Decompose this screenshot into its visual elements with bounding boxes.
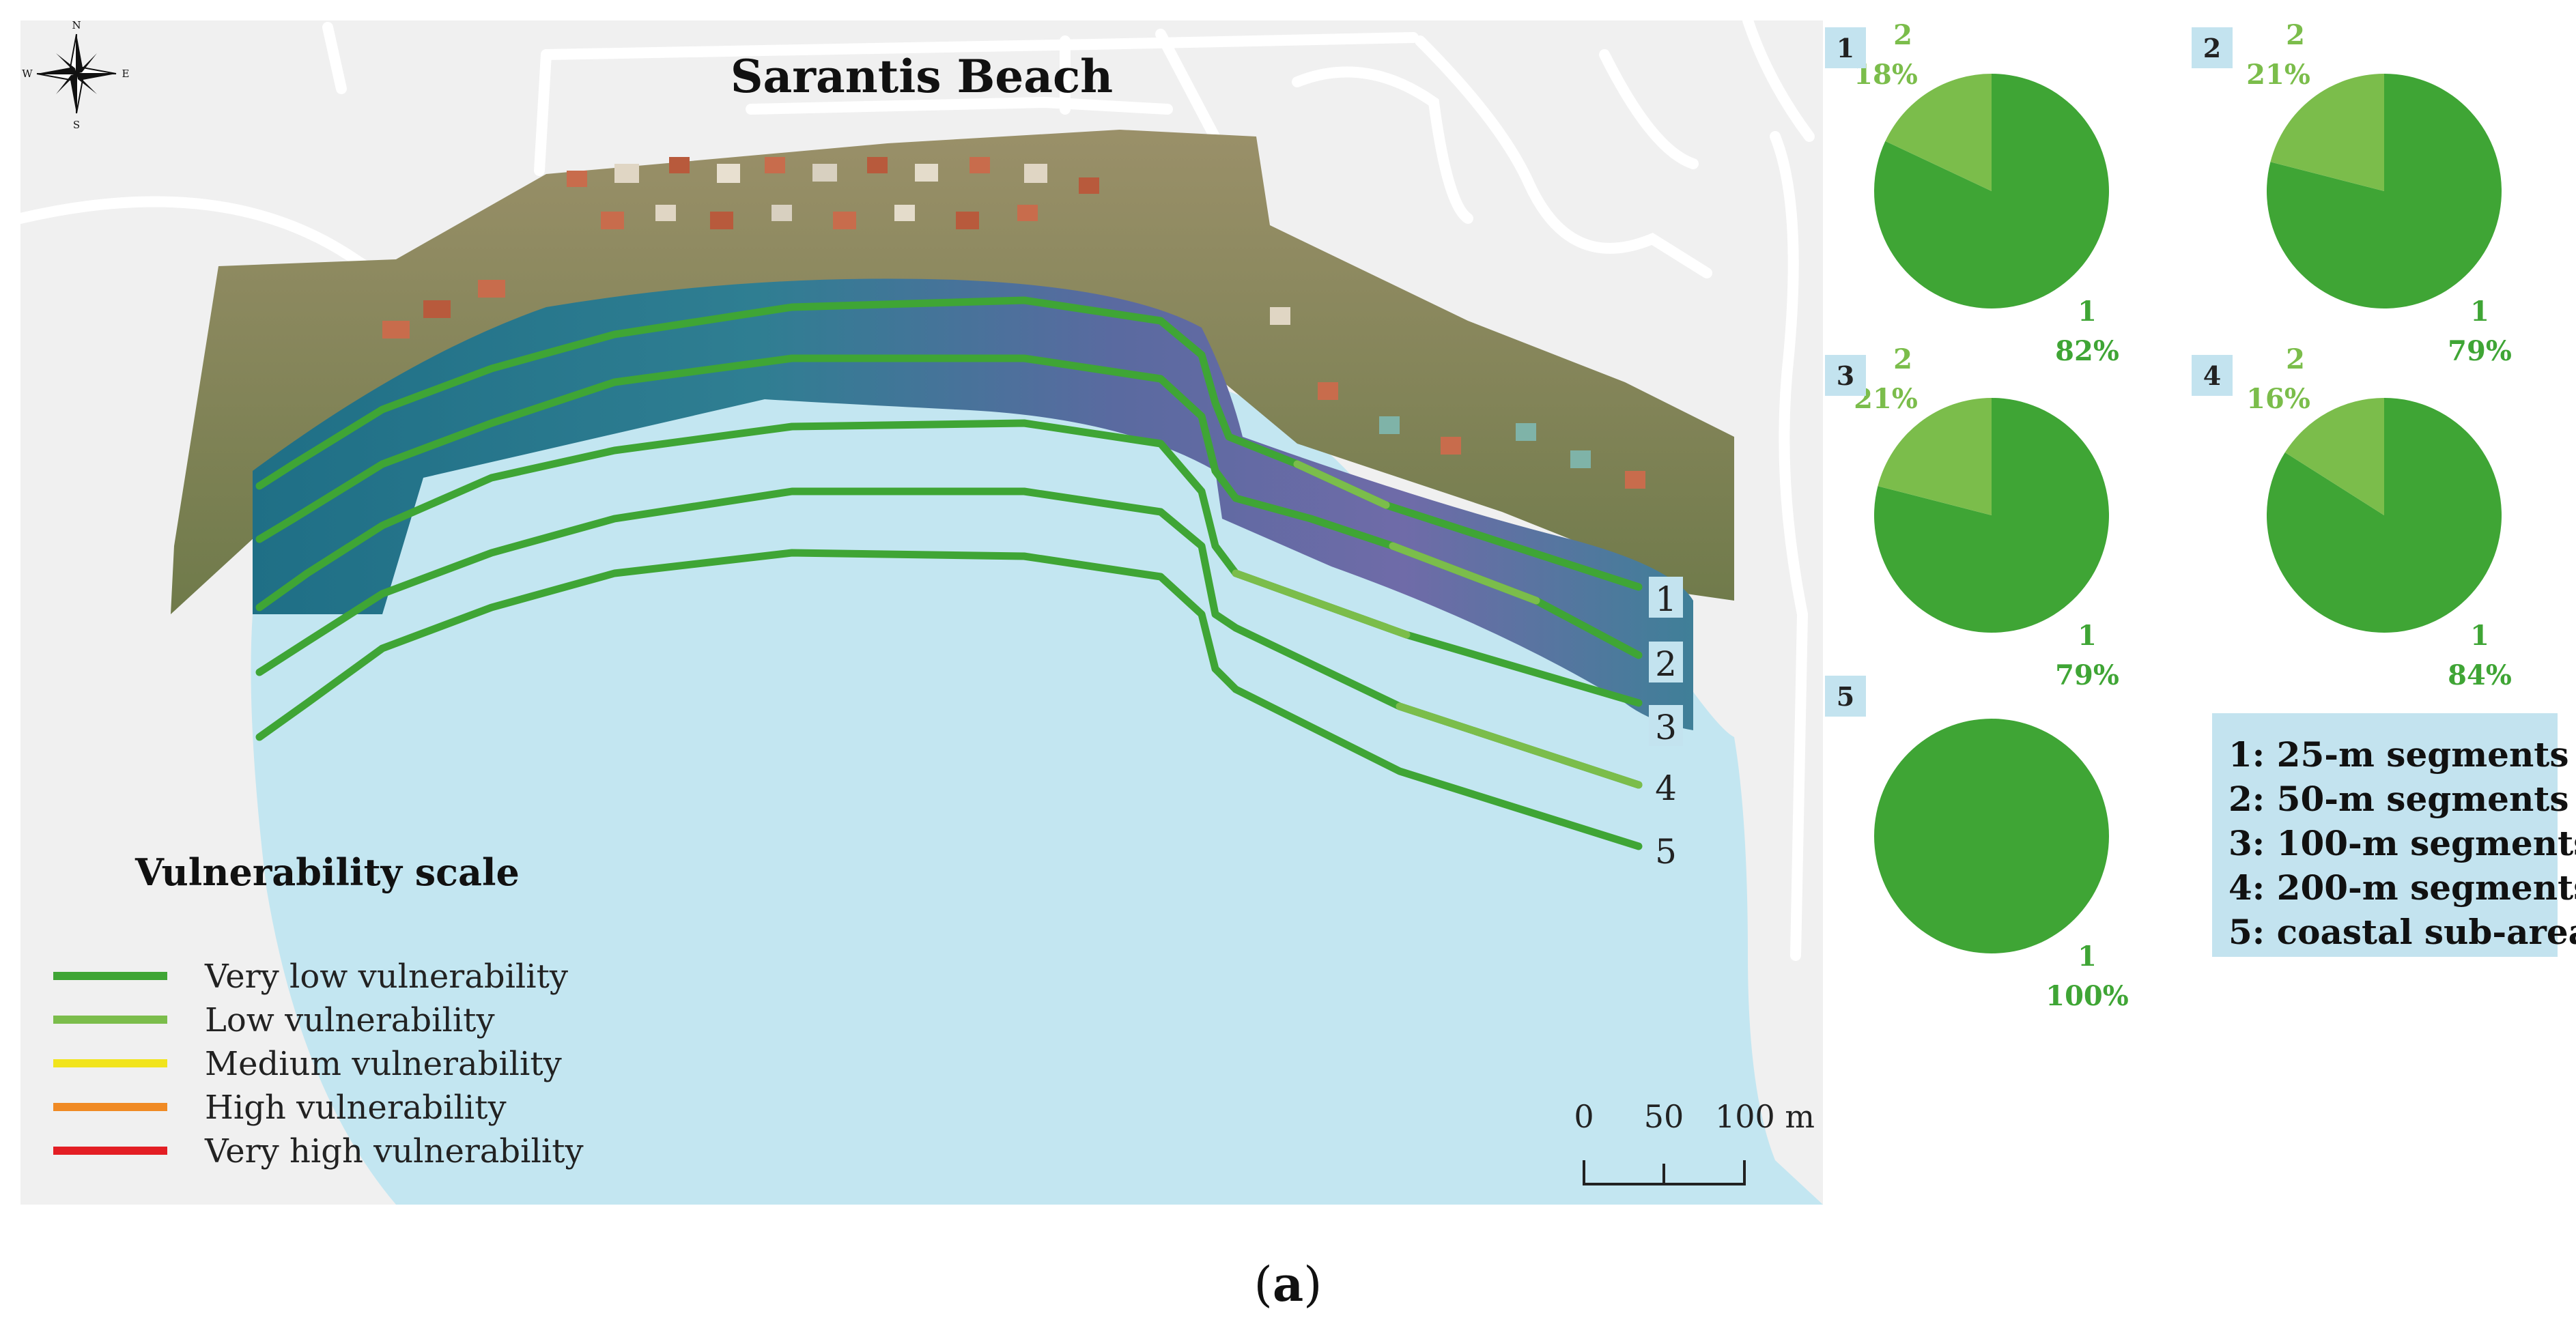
- scale-bar: 0 50 100 m: [1574, 1098, 1815, 1185]
- pie-4-value-label-1: 84%: [2448, 659, 2512, 691]
- scale-tick-2: 100 m: [1715, 1098, 1815, 1135]
- segments-legend: 1: 25-m segments 2: 50-m segments 3: 100…: [2212, 713, 2576, 957]
- pie-1-class-label-2: 2: [1893, 19, 1912, 51]
- pie-5-value-label-1: 100%: [2046, 980, 2129, 1012]
- compass-s: S: [73, 119, 80, 131]
- pie-4-id-box: 4: [2192, 355, 2233, 396]
- segments-legend-item-4: 4: 200-m segments: [2228, 867, 2576, 908]
- segments-legend-item-2: 2: 50-m segments: [2228, 779, 2569, 819]
- pie-3-id: 3: [1836, 360, 1855, 391]
- transect-5: [255, 549, 1643, 850]
- pie-5-id-box: 5: [1825, 676, 1866, 717]
- pie-1-slice-2: [1885, 74, 1992, 191]
- transect-label-5: 5: [1655, 832, 1677, 872]
- transect-label-1: 1: [1655, 579, 1677, 619]
- pie-4-id: 4: [2203, 360, 2222, 391]
- transect-lines: [255, 296, 1643, 850]
- nearshore-water: [253, 278, 1693, 730]
- segments-legend-item-1: 1: 25-m segments: [2228, 734, 2569, 775]
- pie-2-value-label-1: 79%: [2448, 335, 2512, 367]
- transect-1: [255, 296, 1643, 591]
- pie-3-id-box: 3: [1825, 355, 1866, 396]
- pie-2-class-label-2: 2: [2286, 19, 2305, 51]
- legend-label-3: High vulnerability: [205, 1089, 507, 1127]
- pie-2-value-label-2: 21%: [2246, 59, 2310, 91]
- pie-2-id: 2: [2203, 32, 2222, 63]
- map-title: Sarantis Beach: [731, 50, 1113, 103]
- pie-1-class-label-1: 1: [2078, 296, 2097, 328]
- orthophoto-land: [171, 130, 1734, 614]
- legend-label-0: Very low vulnerability: [204, 958, 568, 996]
- pie-chart-2: 1 79% 2 21%: [2246, 19, 2512, 367]
- scale-tick-1: 50: [1644, 1098, 1684, 1135]
- pie-2-class-label-1: 1: [2470, 296, 2489, 328]
- pie-4-slice-2: [2284, 398, 2384, 515]
- pie-3-value-label-1: 79%: [2055, 659, 2119, 691]
- pie-2-id-box: 2: [2192, 27, 2233, 68]
- map-canvas: 1 2 3 4 5 Sarantis Beach N S E W: [20, 19, 1823, 1205]
- pie-3-slice-2: [1878, 398, 1992, 515]
- pie-1-id: 1: [1836, 32, 1855, 63]
- pie-5-slice-1: [1874, 719, 2109, 953]
- transect-1-tail: [1293, 460, 1390, 509]
- segments-legend-item-3: 3: 100-m segments: [2228, 823, 2576, 863]
- legend-title: Vulnerability scale: [135, 850, 520, 894]
- legend-label-2: Medium vulnerability: [205, 1045, 562, 1083]
- scale-tick-0: 0: [1574, 1098, 1594, 1135]
- map-panel: 1 2 3 4 5 Sarantis Beach N S E W: [20, 19, 1823, 1205]
- segments-legend-item-5: 5: coastal sub-areas: [2228, 912, 2576, 952]
- legend-label-1: Low vulnerability: [205, 1001, 495, 1039]
- pie-5-class-label-1: 1: [2078, 940, 2097, 973]
- figure-caption: (a): [1254, 1256, 1322, 1312]
- transect-label-2: 2: [1655, 644, 1677, 684]
- pie-1-value-label-1: 82%: [2055, 335, 2119, 367]
- transect-2-tail: [1389, 542, 1540, 605]
- pie-3-class-label-2: 2: [1893, 343, 1912, 375]
- pie-1-id-box: 1: [1825, 27, 1866, 68]
- transect-4: [255, 487, 1643, 789]
- transect-label-4: 4: [1655, 768, 1677, 808]
- pie-4-class-label-1: 1: [2470, 620, 2489, 652]
- pie-3-class-label-1: 1: [2078, 620, 2097, 652]
- transect-2: [255, 354, 1643, 659]
- transect-label-3: 3: [1655, 708, 1677, 747]
- vulnerability-legend: Vulnerability scale Very low vulnerabili…: [53, 850, 584, 1170]
- road-network: [20, 20, 1815, 961]
- pie-2-slice-2: [2270, 74, 2384, 191]
- pie-chart-5: 1 100%: [1874, 719, 2129, 1012]
- transect-label-group: 1 2 3 4 5: [1649, 577, 1683, 872]
- pie-4-value-label-2: 16%: [2246, 383, 2310, 415]
- pie-4-class-label-2: 2: [2286, 343, 2305, 375]
- pie-chart-3: 179%221%: [1854, 343, 2119, 691]
- compass-rose-icon: N S E W: [22, 19, 129, 131]
- caption-letter: a: [1272, 1256, 1304, 1312]
- pie-5-id: 5: [1836, 680, 1855, 712]
- compass-w: W: [22, 68, 33, 80]
- transect-4-tail: [1396, 702, 1643, 789]
- pie-chart-4: 1 84% 2 16%: [2246, 343, 2512, 691]
- pie-chart-1: 182%218%: [1854, 19, 2119, 367]
- village-buildings: [382, 157, 1645, 489]
- legend-label-4: Very high vulnerability: [204, 1132, 584, 1170]
- compass-n: N: [72, 19, 81, 31]
- compass-e: E: [122, 68, 130, 80]
- transect-3-tail: [1232, 569, 1411, 639]
